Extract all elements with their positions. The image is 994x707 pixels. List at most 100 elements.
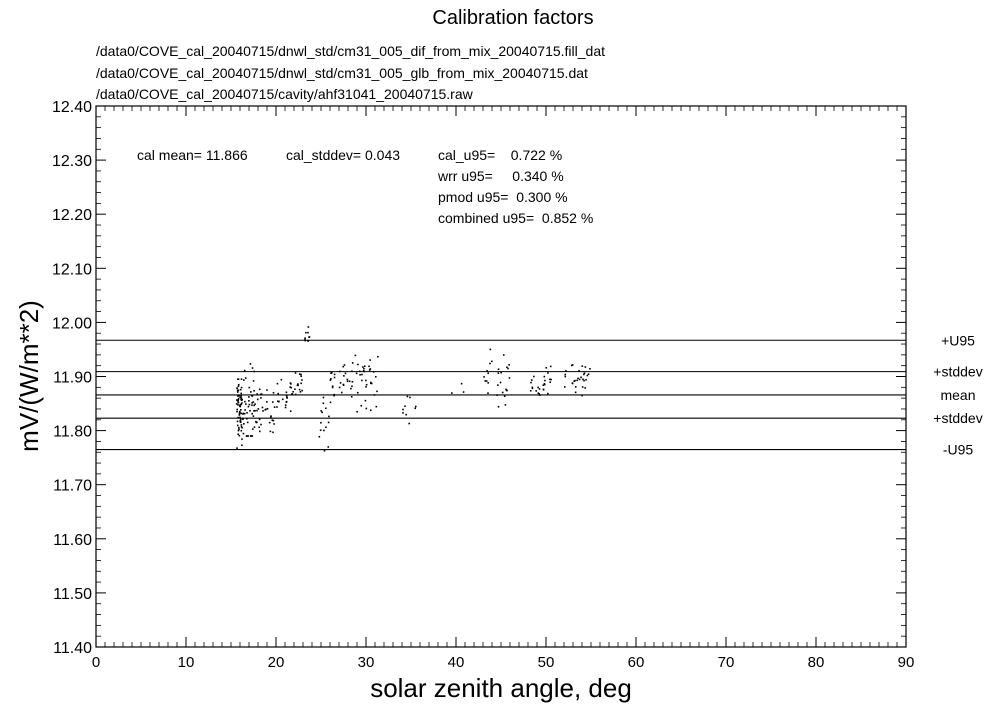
data-point — [355, 372, 358, 375]
y-tick-label: 12.00 — [52, 315, 92, 332]
data-point — [285, 391, 288, 394]
data-point — [249, 410, 251, 412]
data-point — [406, 395, 409, 398]
data-point — [300, 375, 302, 378]
data-point — [369, 359, 371, 361]
data-point — [249, 363, 252, 365]
data-point — [487, 382, 489, 384]
data-point — [505, 388, 507, 391]
data-point — [277, 400, 279, 403]
data-point — [350, 387, 352, 390]
data-point — [271, 401, 274, 403]
x-tick-label: 90 — [898, 654, 915, 671]
data-point — [542, 384, 545, 386]
data-point — [245, 403, 247, 405]
data-point — [502, 354, 505, 356]
data-point — [255, 420, 257, 423]
data-point — [574, 386, 577, 388]
x-tick-label: 10 — [178, 654, 195, 671]
data-point — [265, 408, 267, 411]
data-point — [244, 377, 247, 379]
data-point — [538, 388, 541, 390]
y-tick-label: 11.70 — [53, 478, 92, 495]
data-point — [508, 364, 510, 366]
data-point — [284, 406, 287, 409]
data-point — [370, 382, 372, 385]
y-tick-label: 12.40 — [52, 99, 92, 116]
data-point — [294, 393, 297, 396]
data-point — [549, 378, 551, 381]
x-tick-label: 30 — [358, 654, 375, 671]
data-point — [319, 429, 322, 432]
data-point — [408, 422, 410, 425]
data-point — [301, 389, 303, 392]
data-point — [240, 392, 243, 395]
data-point — [497, 368, 500, 371]
data-point — [346, 378, 349, 381]
data-point — [237, 397, 240, 400]
data-point — [245, 435, 248, 437]
data-point — [328, 415, 330, 418]
data-point — [308, 336, 311, 338]
data-point — [242, 418, 244, 421]
data-point — [402, 408, 404, 411]
data-point — [330, 372, 332, 375]
reference-line-label: mean — [940, 387, 975, 403]
data-point — [405, 413, 407, 416]
data-point — [277, 392, 280, 395]
data-point — [365, 385, 367, 388]
data-point — [260, 423, 262, 426]
data-point — [242, 423, 245, 425]
data-point — [291, 393, 293, 395]
data-point — [343, 364, 346, 366]
data-point — [329, 379, 332, 381]
data-point — [258, 430, 261, 433]
data-point — [251, 367, 254, 369]
data-point — [571, 382, 574, 384]
data-point — [238, 428, 240, 431]
data-point — [272, 419, 275, 422]
data-point — [497, 384, 499, 386]
data-point — [258, 426, 261, 429]
data-point — [239, 388, 242, 391]
data-point — [362, 366, 364, 368]
data-point — [414, 407, 416, 410]
data-point — [339, 382, 342, 384]
data-point — [529, 390, 532, 392]
data-point — [237, 385, 240, 388]
data-point — [238, 434, 241, 437]
data-point — [298, 373, 301, 375]
data-point — [497, 372, 500, 374]
data-point — [537, 386, 539, 389]
data-point — [506, 366, 508, 369]
data-point — [364, 399, 367, 402]
data-point — [486, 369, 488, 372]
data-point — [251, 402, 253, 404]
data-point — [358, 370, 361, 373]
data-point — [246, 421, 249, 424]
data-point — [238, 394, 241, 397]
data-point — [321, 411, 323, 414]
data-point — [531, 386, 534, 389]
data-point — [499, 381, 502, 384]
data-point — [239, 410, 241, 413]
data-point — [507, 367, 509, 370]
data-point — [547, 392, 549, 395]
data-point — [257, 408, 260, 410]
data-point — [584, 366, 587, 368]
data-point — [256, 409, 258, 412]
data-point — [250, 391, 252, 393]
data-point — [544, 379, 546, 382]
data-point — [241, 402, 243, 404]
data-point — [346, 380, 349, 383]
data-point — [318, 435, 321, 438]
data-point — [369, 368, 372, 370]
data-point — [276, 406, 278, 408]
data-point — [365, 407, 368, 410]
file-path-2: /data0/COVE_cal_20040715/dnwl_std/cm31_0… — [96, 65, 588, 81]
data-point — [451, 392, 453, 394]
data-point — [289, 410, 292, 412]
data-point — [506, 389, 508, 392]
data-point — [276, 382, 279, 385]
